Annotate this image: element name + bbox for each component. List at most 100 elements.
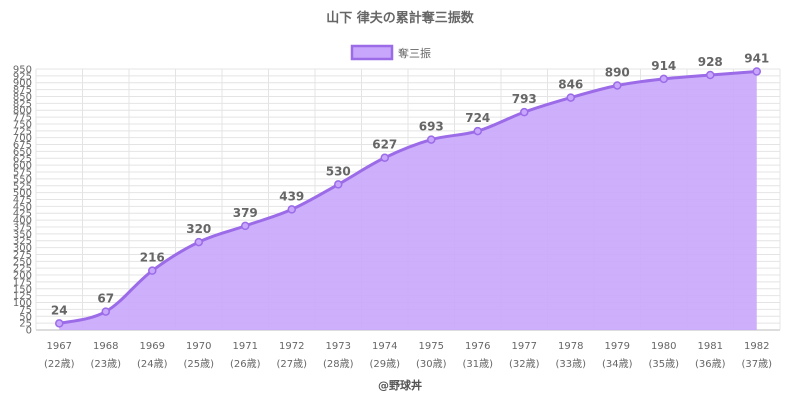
data-point[interactable] xyxy=(334,180,343,189)
data-point[interactable] xyxy=(520,107,529,117)
x-tick-sublabel: (26歳) xyxy=(230,358,261,370)
y-tick-label: 200 xyxy=(13,271,32,282)
y-tick-label: 350 xyxy=(13,229,32,240)
x-tick-sublabel: (32歳) xyxy=(509,358,540,370)
y-tick-label: 800 xyxy=(13,106,32,117)
x-axis-ticks: 1967 (22歳) 1968 (23歳) 1969 (24歳) 1970 (25歳) 1971… xyxy=(44,341,772,370)
x-tick-sublabel: (24歳) xyxy=(137,358,168,370)
data-point[interactable] xyxy=(287,205,296,214)
data-label: 914 xyxy=(651,59,676,73)
y-tick-label: 375 xyxy=(13,222,32,233)
data-point[interactable] xyxy=(55,319,64,328)
y-tick-label: 925 xyxy=(13,71,32,82)
data-point[interactable] xyxy=(101,307,110,316)
x-tick-sublabel: (30歳) xyxy=(416,358,447,370)
data-label: 793 xyxy=(512,92,537,106)
data-point[interactable] xyxy=(613,81,622,90)
data-point[interactable] xyxy=(241,221,250,231)
x-tick-sublabel: (31歳) xyxy=(462,358,493,370)
y-tick-label: 825 xyxy=(13,99,32,110)
area-layer xyxy=(58,69,757,331)
data-point[interactable] xyxy=(194,237,203,247)
x-tick-sublabel: (37歳) xyxy=(741,358,772,370)
data-label: 530 xyxy=(326,164,351,178)
data-point[interactable] xyxy=(473,126,482,136)
data-label: 216 xyxy=(140,251,165,265)
x-tick-label: 1968 xyxy=(93,341,118,352)
y-tick-label: 225 xyxy=(13,264,32,275)
y-tick-label: 575 xyxy=(13,168,32,179)
x-tick-sublabel: (25歳) xyxy=(183,358,214,370)
x-tick-label: 1972 xyxy=(279,341,304,352)
y-tick-label: 625 xyxy=(13,154,32,165)
point-layer xyxy=(55,67,761,328)
y-tick-label: 675 xyxy=(13,140,32,151)
y-tick-label: 600 xyxy=(13,161,32,172)
data-label: 379 xyxy=(233,206,258,220)
x-tick-label: 1973 xyxy=(326,341,351,352)
x-tick-label: 1981 xyxy=(698,341,723,352)
data-point[interactable] xyxy=(566,93,575,102)
data-label: 320 xyxy=(186,222,211,236)
data-label: 24 xyxy=(51,303,68,317)
data-point[interactable] xyxy=(752,67,761,76)
legend[interactable]: 奪三振 xyxy=(350,44,431,61)
y-tick-label: 300 xyxy=(13,243,32,254)
data-label: 941 xyxy=(744,51,769,65)
data-label-layer: 24 67 216 320 379 439 530 627 693 724 793 846 890 914… xyxy=(51,51,769,317)
x-tick-label: 1977 xyxy=(512,341,537,352)
y-tick-label: 550 xyxy=(13,174,32,185)
y-tick-label: 125 xyxy=(13,291,32,302)
y-tick-label: 750 xyxy=(13,119,32,130)
data-label: 67 xyxy=(97,292,114,306)
y-axis-ticks: 0255075100125150175200225250275300325350… xyxy=(13,65,32,337)
chart-credit: @野球丼 xyxy=(378,378,422,392)
y-tick-label: 875 xyxy=(13,85,32,96)
data-label: 846 xyxy=(558,78,583,92)
data-point[interactable] xyxy=(427,135,436,144)
series-area xyxy=(59,71,757,331)
x-tick-label: 1970 xyxy=(186,341,211,352)
x-tick-label: 1982 xyxy=(744,341,769,352)
y-tick-label: 850 xyxy=(13,92,32,103)
x-tick-label: 1978 xyxy=(558,341,583,352)
legend-label: 奪三振 xyxy=(398,46,431,60)
data-label: 890 xyxy=(605,65,630,79)
data-label: 928 xyxy=(698,55,723,69)
series-line xyxy=(58,69,757,325)
chart-title: 山下 律夫の累計奪三振数 xyxy=(326,10,475,26)
y-tick-label: 275 xyxy=(13,250,32,261)
x-tick-label: 1974 xyxy=(372,341,397,352)
y-tick-label: 150 xyxy=(13,284,32,295)
y-tick-label: 175 xyxy=(13,277,32,288)
data-point[interactable] xyxy=(659,74,668,84)
legend-swatch xyxy=(350,44,394,61)
data-point[interactable] xyxy=(380,153,389,162)
x-tick-sublabel: (28歳) xyxy=(323,358,354,370)
y-tick-label: 325 xyxy=(13,236,32,247)
x-tick-label: 1979 xyxy=(605,341,630,352)
x-tick-sublabel: (36歳) xyxy=(695,358,726,370)
y-tick-label: 775 xyxy=(13,113,32,124)
x-tick-label: 1976 xyxy=(465,341,490,352)
data-label: 439 xyxy=(279,189,304,203)
y-tick-label: 500 xyxy=(13,188,32,199)
y-tick-label: 700 xyxy=(13,133,32,144)
x-tick-sublabel: (27歳) xyxy=(276,358,307,370)
y-tick-label: 50 xyxy=(19,312,32,323)
x-tick-label: 1969 xyxy=(140,341,165,352)
data-point[interactable] xyxy=(148,266,157,275)
x-tick-sublabel: (35歳) xyxy=(648,358,679,370)
x-tick-sublabel: (34歳) xyxy=(602,358,633,370)
x-tick-sublabel: (22歳) xyxy=(44,358,75,370)
y-tick-label: 725 xyxy=(13,126,32,137)
y-tick-label: 25 xyxy=(19,319,32,330)
x-tick-label: 1971 xyxy=(233,341,258,352)
y-tick-label: 75 xyxy=(19,305,32,316)
y-tick-label: 475 xyxy=(13,195,32,206)
data-point[interactable] xyxy=(706,70,715,80)
y-tick-label: 650 xyxy=(13,147,32,158)
data-label: 627 xyxy=(372,138,397,152)
